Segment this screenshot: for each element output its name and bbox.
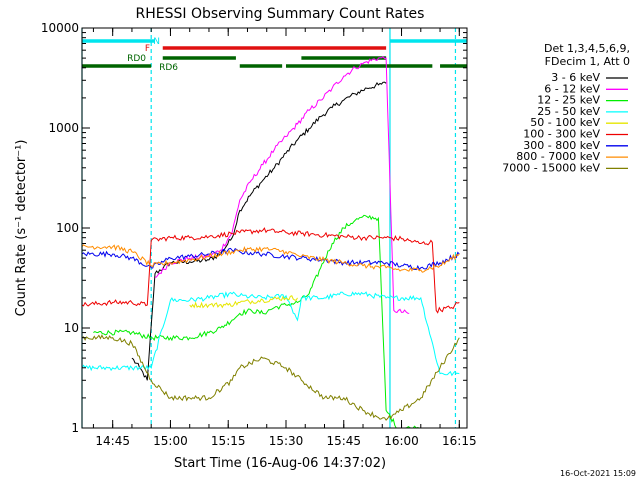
legend-entry-label: 300 - 800 keV — [523, 139, 600, 152]
x-tick-label: 15:45 — [326, 434, 361, 448]
series-line-6 — [81, 227, 460, 314]
series-line-3 — [93, 214, 429, 429]
series-line-8 — [81, 244, 460, 273]
x-tick-label: 16:00 — [384, 434, 419, 448]
legend-entry-label: 3 - 6 keV — [551, 71, 600, 84]
x-tick-label: 15:00 — [153, 434, 188, 448]
legend-entry-label: 800 - 7000 keV — [516, 150, 600, 163]
x-tick-label: 16:15 — [442, 434, 477, 448]
series-line-7 — [81, 247, 460, 271]
y-tick-label: 1000 — [48, 121, 79, 135]
legend-entry-label: 100 - 300 keV — [523, 128, 600, 141]
footer-date: 16-Oct-2021 15:09 — [560, 469, 636, 478]
flag-label-n: N — [153, 37, 160, 47]
flag-label-rd6: RD6 — [159, 63, 178, 73]
legend-entry-label: 6 - 12 keV — [544, 82, 600, 95]
legend: Det 1,3,4,5,6,9, FDecim 1, Att 0 3 - 6 k… — [502, 42, 630, 174]
legend-entry-label: 50 - 100 keV — [530, 116, 600, 129]
y-axis-label: Count Rate (s⁻¹ detector⁻¹) — [14, 140, 29, 317]
legend-header-line-1: Det 1,3,4,5,6,9, — [544, 42, 630, 55]
y-tick-label: 10 — [64, 321, 79, 335]
x-tick-label: 14:45 — [95, 434, 130, 448]
axes-layer: 1 10 100 1000 10000 14:45 15:00 15:15 15:30 15:45… — [41, 21, 477, 448]
legend-header-line-2: FDecim 1, Att 0 — [545, 55, 630, 68]
flag-label-f: F — [145, 44, 150, 54]
series-layer — [81, 56, 460, 429]
legend-entry-label: 7000 - 15000 keV — [502, 161, 600, 174]
legend-entry-label: 12 - 25 keV — [537, 94, 600, 107]
x-tick-label: 15:30 — [269, 434, 304, 448]
series-line-9 — [81, 334, 460, 421]
legend-entry-label: 25 - 50 keV — [537, 105, 600, 118]
y-tick-label: 1 — [71, 421, 79, 435]
y-tick-label: 10000 — [41, 21, 79, 35]
x-axis-label: Start Time (16-Aug-06 14:37:02) — [174, 456, 386, 471]
x-tick-label: 15:15 — [211, 434, 246, 448]
flag-label-rd0: RD0 — [127, 54, 146, 64]
chart-title: RHESSI Observing Summary Count Rates — [136, 6, 425, 22]
series-line-5 — [189, 295, 298, 309]
y-tick-label: 100 — [56, 221, 79, 235]
series-line-2 — [154, 56, 410, 314]
